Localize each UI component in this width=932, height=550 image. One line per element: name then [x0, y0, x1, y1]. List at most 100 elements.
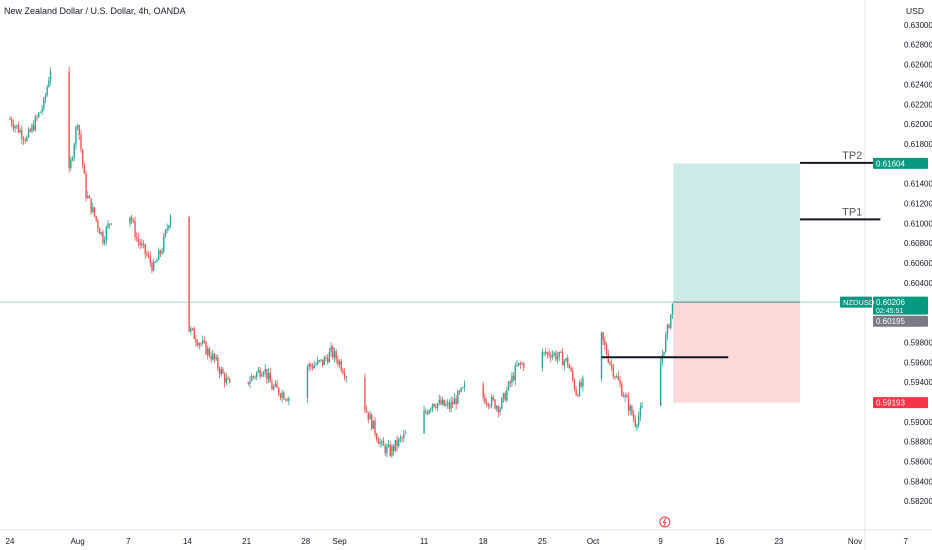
- candle-body: [629, 405, 631, 411]
- candle-body: [457, 390, 459, 405]
- candle-body: [502, 393, 505, 399]
- candle-body: [485, 403, 488, 404]
- candle-body: [46, 87, 48, 96]
- candle-body: [436, 403, 439, 409]
- x-tick-label: Nov: [848, 537, 862, 546]
- candle-body: [315, 364, 317, 366]
- candle-body: [365, 410, 368, 413]
- price-axis-tag-value: 0.61604: [876, 159, 905, 168]
- candle-body: [506, 390, 508, 401]
- candle-body: [22, 138, 25, 140]
- candle-body: [134, 221, 136, 238]
- candle-body: [519, 363, 522, 365]
- candle-body: [98, 228, 101, 234]
- candle-body: [254, 376, 256, 378]
- candle-body: [659, 362, 662, 407]
- candle-body: [335, 351, 337, 360]
- candle-body: [509, 381, 511, 383]
- candle-body: [343, 373, 346, 378]
- candle-body: [670, 314, 672, 328]
- candle-body: [401, 437, 403, 439]
- candle-body: [428, 410, 430, 414]
- candle-body: [665, 335, 667, 352]
- candle-body: [24, 139, 26, 141]
- y-tick-label: 0.61000: [904, 219, 932, 228]
- candle-body: [565, 358, 567, 361]
- candle-body: [621, 384, 623, 396]
- candle-body: [570, 368, 572, 371]
- x-tick-label: 14: [183, 537, 192, 546]
- candle-body: [560, 351, 562, 353]
- candle-body: [85, 173, 87, 198]
- candle-body: [261, 374, 263, 377]
- candle-body: [80, 134, 82, 150]
- lightning-glyph: [662, 517, 667, 527]
- candle-body: [44, 95, 47, 99]
- candle-body: [288, 398, 290, 401]
- y-tick-label: 0.61400: [904, 180, 932, 189]
- candle-body: [193, 328, 195, 339]
- y-tick-label: 0.59800: [904, 338, 932, 347]
- candle-body: [278, 387, 280, 395]
- y-tick-label: 0.58800: [904, 438, 932, 447]
- candle-body: [394, 439, 397, 451]
- candle-body: [222, 369, 224, 374]
- candle-body: [337, 359, 339, 365]
- candle-body: [83, 164, 86, 174]
- candle-body: [151, 262, 153, 271]
- candle-body: [555, 352, 557, 360]
- candle-body: [609, 362, 611, 365]
- candle-body: [97, 220, 99, 229]
- candle-body: [10, 119, 13, 125]
- candle-body: [330, 346, 332, 352]
- candle-body: [12, 124, 15, 129]
- y-tick-label: 0.61800: [904, 140, 932, 149]
- candle-body: [379, 441, 381, 444]
- candle-body: [247, 382, 249, 384]
- candle-body: [387, 444, 390, 447]
- candle-body: [267, 372, 270, 380]
- candle-body: [425, 410, 427, 413]
- candle-body: [445, 404, 447, 406]
- candle-body: [310, 364, 312, 367]
- y-tick-label: 0.62800: [904, 41, 932, 50]
- candle-body: [386, 446, 388, 454]
- candle-body: [545, 351, 547, 354]
- candle-body: [205, 341, 207, 355]
- candle-body: [423, 410, 425, 434]
- candle-body: [482, 384, 484, 398]
- candle-body: [136, 237, 138, 239]
- y-tick-label: 0.60800: [904, 239, 932, 248]
- y-tick-label: 0.62000: [904, 120, 932, 129]
- candle-body: [550, 355, 552, 358]
- candle-body: [190, 328, 192, 332]
- candle-body: [610, 364, 613, 367]
- candle-body: [286, 399, 288, 401]
- candle-body: [460, 387, 462, 392]
- candle-body: [14, 126, 16, 129]
- candle-body: [107, 223, 109, 228]
- candle-body: [492, 396, 495, 400]
- candle-body: [511, 375, 513, 383]
- candle-body: [504, 393, 506, 401]
- candle-body: [259, 369, 261, 377]
- candle-body: [284, 399, 287, 400]
- candle-body: [154, 261, 157, 263]
- candle-body: [76, 125, 79, 128]
- candle-body: [141, 243, 143, 246]
- candle-body: [512, 375, 515, 381]
- candle-body: [391, 445, 393, 456]
- candle-body: [430, 408, 432, 411]
- price-axis-tag: [873, 157, 928, 169]
- event-lightning-icon: [659, 516, 671, 528]
- candle-body: [132, 221, 135, 222]
- candle-body: [149, 255, 151, 263]
- y-tick-label: 0.58600: [904, 458, 932, 467]
- candle-body: [320, 359, 322, 361]
- candle-body: [264, 369, 266, 373]
- candle-body: [634, 418, 636, 427]
- candle-body: [218, 368, 221, 374]
- loss-zone: [673, 302, 801, 403]
- candle-body: [225, 377, 228, 383]
